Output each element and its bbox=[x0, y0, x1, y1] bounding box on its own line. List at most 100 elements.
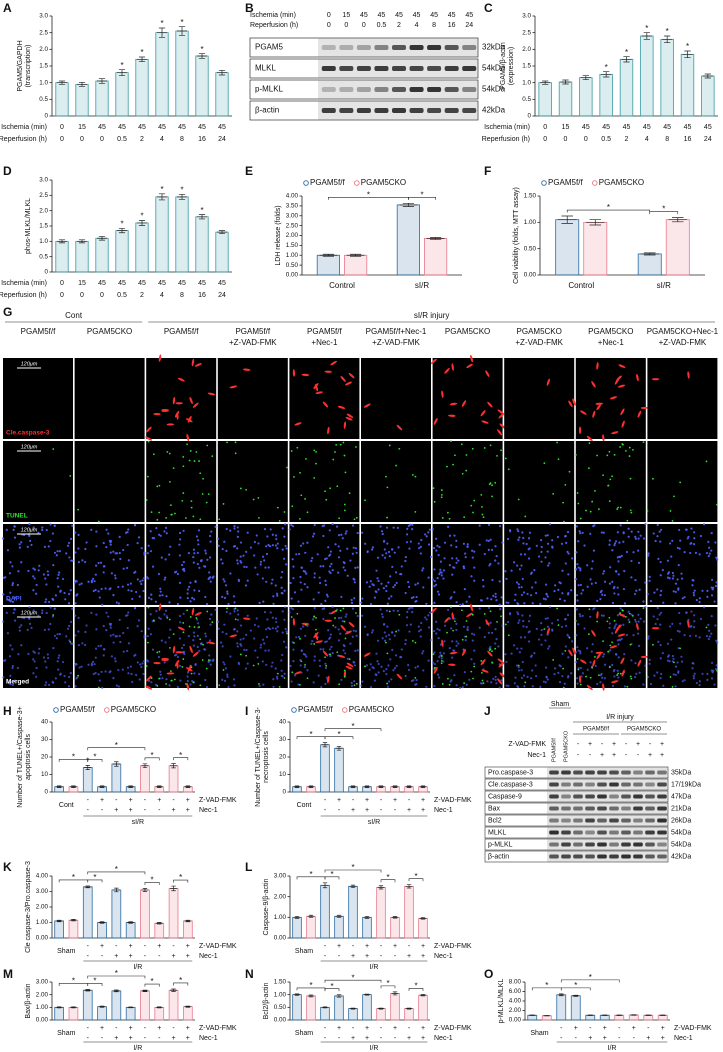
nucleus bbox=[23, 533, 26, 537]
nucleus bbox=[443, 541, 447, 544]
caspase-cell bbox=[621, 669, 625, 677]
nucleus bbox=[565, 624, 568, 627]
tunel-spot bbox=[385, 475, 387, 478]
nucleus bbox=[114, 577, 117, 580]
nucleus bbox=[551, 545, 554, 548]
bar bbox=[541, 1015, 552, 1021]
nucleus bbox=[642, 600, 645, 603]
y-tick-label: 1.0 bbox=[39, 238, 48, 245]
nucleus bbox=[714, 584, 718, 588]
tunel-spot bbox=[481, 679, 484, 682]
nucleus bbox=[38, 647, 41, 650]
blot-header-value: 0.5 bbox=[377, 22, 387, 29]
nucleus bbox=[266, 535, 269, 538]
nucleus bbox=[109, 634, 112, 637]
nucleus bbox=[601, 676, 604, 679]
nucleus bbox=[501, 541, 504, 544]
nucleus bbox=[657, 557, 660, 560]
nucleus bbox=[685, 528, 688, 531]
x-row-value: - bbox=[324, 943, 327, 950]
x-row-value: - bbox=[338, 953, 341, 960]
blot-band bbox=[609, 770, 619, 775]
nucleus bbox=[439, 651, 442, 654]
nucleus bbox=[510, 652, 513, 655]
nucleus bbox=[90, 664, 93, 667]
bar bbox=[316, 254, 341, 276]
group-label: I/R bbox=[133, 1045, 142, 1052]
nucleus bbox=[642, 537, 646, 540]
nucleus bbox=[206, 558, 209, 561]
nucleus bbox=[236, 645, 239, 648]
tunel-spot bbox=[488, 649, 491, 652]
nucleus bbox=[354, 630, 358, 633]
nucleus bbox=[679, 539, 682, 542]
nucleus bbox=[13, 679, 16, 682]
nucleus bbox=[267, 626, 270, 630]
nucleus bbox=[360, 684, 363, 687]
nucleus bbox=[457, 559, 460, 562]
panel-label: B bbox=[245, 1, 254, 15]
nucleus bbox=[627, 535, 630, 538]
nucleus bbox=[427, 659, 430, 662]
nucleus bbox=[223, 623, 226, 626]
nucleus bbox=[612, 587, 615, 590]
nucleus bbox=[245, 565, 248, 569]
x-row-value: + bbox=[393, 1025, 397, 1032]
x-row-value: 45 bbox=[663, 124, 671, 131]
nucleus bbox=[571, 640, 574, 643]
bar bbox=[154, 922, 165, 939]
tunel-spot bbox=[290, 616, 293, 618]
y-tick-label: 1.5 bbox=[39, 63, 48, 70]
tunel-spot bbox=[576, 658, 579, 660]
nucleus bbox=[322, 648, 325, 651]
nucleus bbox=[191, 596, 194, 600]
nucleus bbox=[328, 529, 331, 532]
nucleus bbox=[290, 680, 293, 683]
nucleus bbox=[385, 589, 388, 593]
error-bar bbox=[141, 888, 149, 892]
significance-bracket bbox=[144, 882, 160, 885]
nucleus bbox=[385, 609, 389, 612]
nucleus bbox=[592, 608, 595, 611]
blot-membrane bbox=[547, 851, 668, 862]
nucleus bbox=[427, 614, 430, 617]
error-bar bbox=[177, 194, 187, 200]
nucleus bbox=[186, 680, 189, 683]
nucleus bbox=[204, 595, 207, 599]
nucleus bbox=[668, 625, 672, 628]
column-label: +Z-VAD-FMK bbox=[229, 338, 277, 347]
tunel-spot bbox=[353, 684, 356, 687]
nucleus bbox=[325, 640, 328, 643]
x-row-value: - bbox=[394, 807, 397, 814]
nucleus bbox=[176, 602, 179, 606]
significance-star: * bbox=[140, 48, 143, 57]
blot-band bbox=[621, 770, 631, 775]
tunel-spot bbox=[147, 606, 150, 609]
caspase-cell bbox=[614, 378, 620, 385]
nucleus bbox=[505, 684, 508, 687]
nucleus bbox=[322, 617, 325, 621]
nucleus bbox=[465, 683, 468, 686]
tunel-spot bbox=[705, 460, 708, 463]
nucleus bbox=[165, 595, 168, 598]
tunel-spot bbox=[624, 449, 627, 452]
caspase-cell bbox=[175, 651, 183, 654]
nucleus bbox=[561, 569, 564, 572]
tunel-spot bbox=[504, 623, 507, 626]
blot-band bbox=[609, 854, 619, 859]
bar bbox=[619, 58, 634, 117]
x-row-value: - bbox=[560, 1025, 563, 1032]
nucleus bbox=[293, 674, 297, 677]
micrograph bbox=[289, 607, 360, 688]
nucleus bbox=[44, 683, 47, 687]
nucleus bbox=[506, 620, 510, 624]
nucleus bbox=[698, 636, 701, 639]
x-row-value: - bbox=[172, 943, 175, 950]
nucleus bbox=[544, 617, 547, 620]
significance-star: * bbox=[151, 977, 154, 986]
blot-band bbox=[427, 108, 442, 113]
nucleus bbox=[473, 649, 476, 652]
nucleus bbox=[176, 655, 180, 659]
nucleus bbox=[435, 549, 438, 552]
nucleus bbox=[18, 543, 21, 546]
